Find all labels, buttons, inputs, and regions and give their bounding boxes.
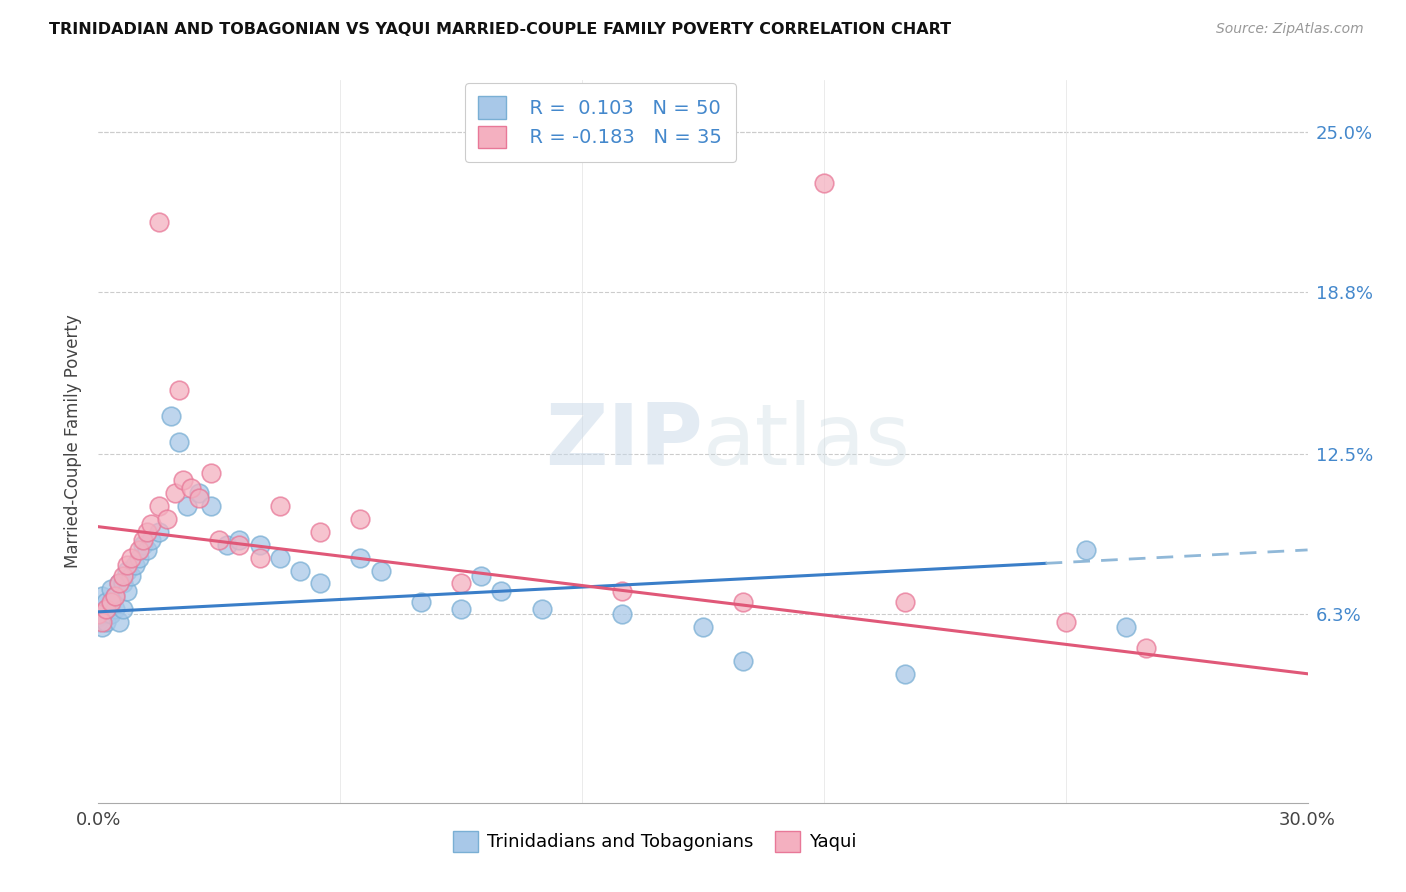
Point [96, 602, 118, 616]
Point [87, 610, 110, 624]
Point [148, 215, 170, 229]
Point [111, 568, 134, 582]
Point [148, 499, 170, 513]
Point [217, 538, 239, 552]
Point [309, 576, 332, 591]
Y-axis label: Married-Couple Family Poverty: Married-Couple Family Poverty [65, 315, 83, 568]
Point [491, 584, 513, 599]
Point [135, 542, 157, 557]
Point [893, 666, 915, 681]
Point [692, 620, 714, 634]
Point [132, 538, 155, 552]
Point [167, 434, 190, 449]
Point [269, 550, 291, 565]
Point [249, 550, 271, 565]
Point [148, 524, 170, 539]
Point [167, 383, 190, 397]
Point [1135, 640, 1157, 655]
Point [188, 491, 211, 506]
Point [120, 550, 142, 565]
Point [107, 576, 129, 591]
Point [135, 524, 157, 539]
Point [612, 584, 634, 599]
Point [530, 602, 553, 616]
Point [139, 517, 162, 532]
Point [269, 499, 291, 513]
Point [163, 486, 186, 500]
Point [450, 602, 472, 616]
Point [100, 594, 122, 608]
Point [156, 512, 179, 526]
Point [132, 533, 155, 547]
Text: atlas: atlas [703, 400, 911, 483]
Point [100, 607, 122, 622]
Point [1074, 542, 1097, 557]
Point [128, 542, 150, 557]
Point [180, 481, 202, 495]
Text: TRINIDADIAN AND TOBAGONIAN VS YAQUI MARRIED-COUPLE FAMILY POVERTY CORRELATION CH: TRINIDADIAN AND TOBAGONIAN VS YAQUI MARR… [49, 22, 952, 37]
Point [409, 594, 432, 608]
Point [893, 594, 915, 608]
Point [100, 582, 122, 596]
Point [100, 597, 122, 611]
Point [288, 564, 311, 578]
Point [107, 576, 129, 591]
Point [1054, 615, 1077, 630]
Point [120, 568, 142, 582]
Point [470, 568, 492, 582]
Point [733, 654, 755, 668]
Point [200, 466, 222, 480]
Point [733, 594, 755, 608]
Point [107, 615, 129, 630]
Legend: Trinidadians and Tobagonians, Yaqui: Trinidadians and Tobagonians, Yaqui [446, 823, 863, 859]
Point [309, 524, 332, 539]
Point [124, 558, 146, 573]
Point [370, 564, 392, 578]
Point [115, 584, 138, 599]
Point [228, 533, 250, 547]
Point [612, 607, 634, 622]
Point [96, 602, 118, 616]
Point [115, 558, 138, 573]
Text: ZIP: ZIP [546, 400, 703, 483]
Point [349, 550, 371, 565]
Point [172, 473, 194, 487]
Point [200, 499, 222, 513]
Point [103, 602, 125, 616]
Point [91, 620, 114, 634]
Point [111, 576, 134, 591]
Point [96, 594, 118, 608]
Point [813, 177, 835, 191]
Point [91, 615, 114, 630]
Point [450, 576, 472, 591]
Point [249, 538, 271, 552]
Point [91, 607, 114, 622]
Point [111, 602, 134, 616]
Point [349, 512, 371, 526]
Text: Source: ZipAtlas.com: Source: ZipAtlas.com [1216, 22, 1364, 37]
Point [228, 538, 250, 552]
Point [115, 564, 138, 578]
Point [188, 486, 211, 500]
Point [87, 615, 110, 630]
Point [96, 615, 118, 630]
Point [160, 409, 183, 423]
Point [139, 533, 162, 547]
Point [103, 590, 125, 604]
Point [128, 550, 150, 565]
Point [1115, 620, 1137, 634]
Point [87, 607, 110, 622]
Point [176, 499, 198, 513]
Point [103, 590, 125, 604]
Point [208, 533, 231, 547]
Point [91, 590, 114, 604]
